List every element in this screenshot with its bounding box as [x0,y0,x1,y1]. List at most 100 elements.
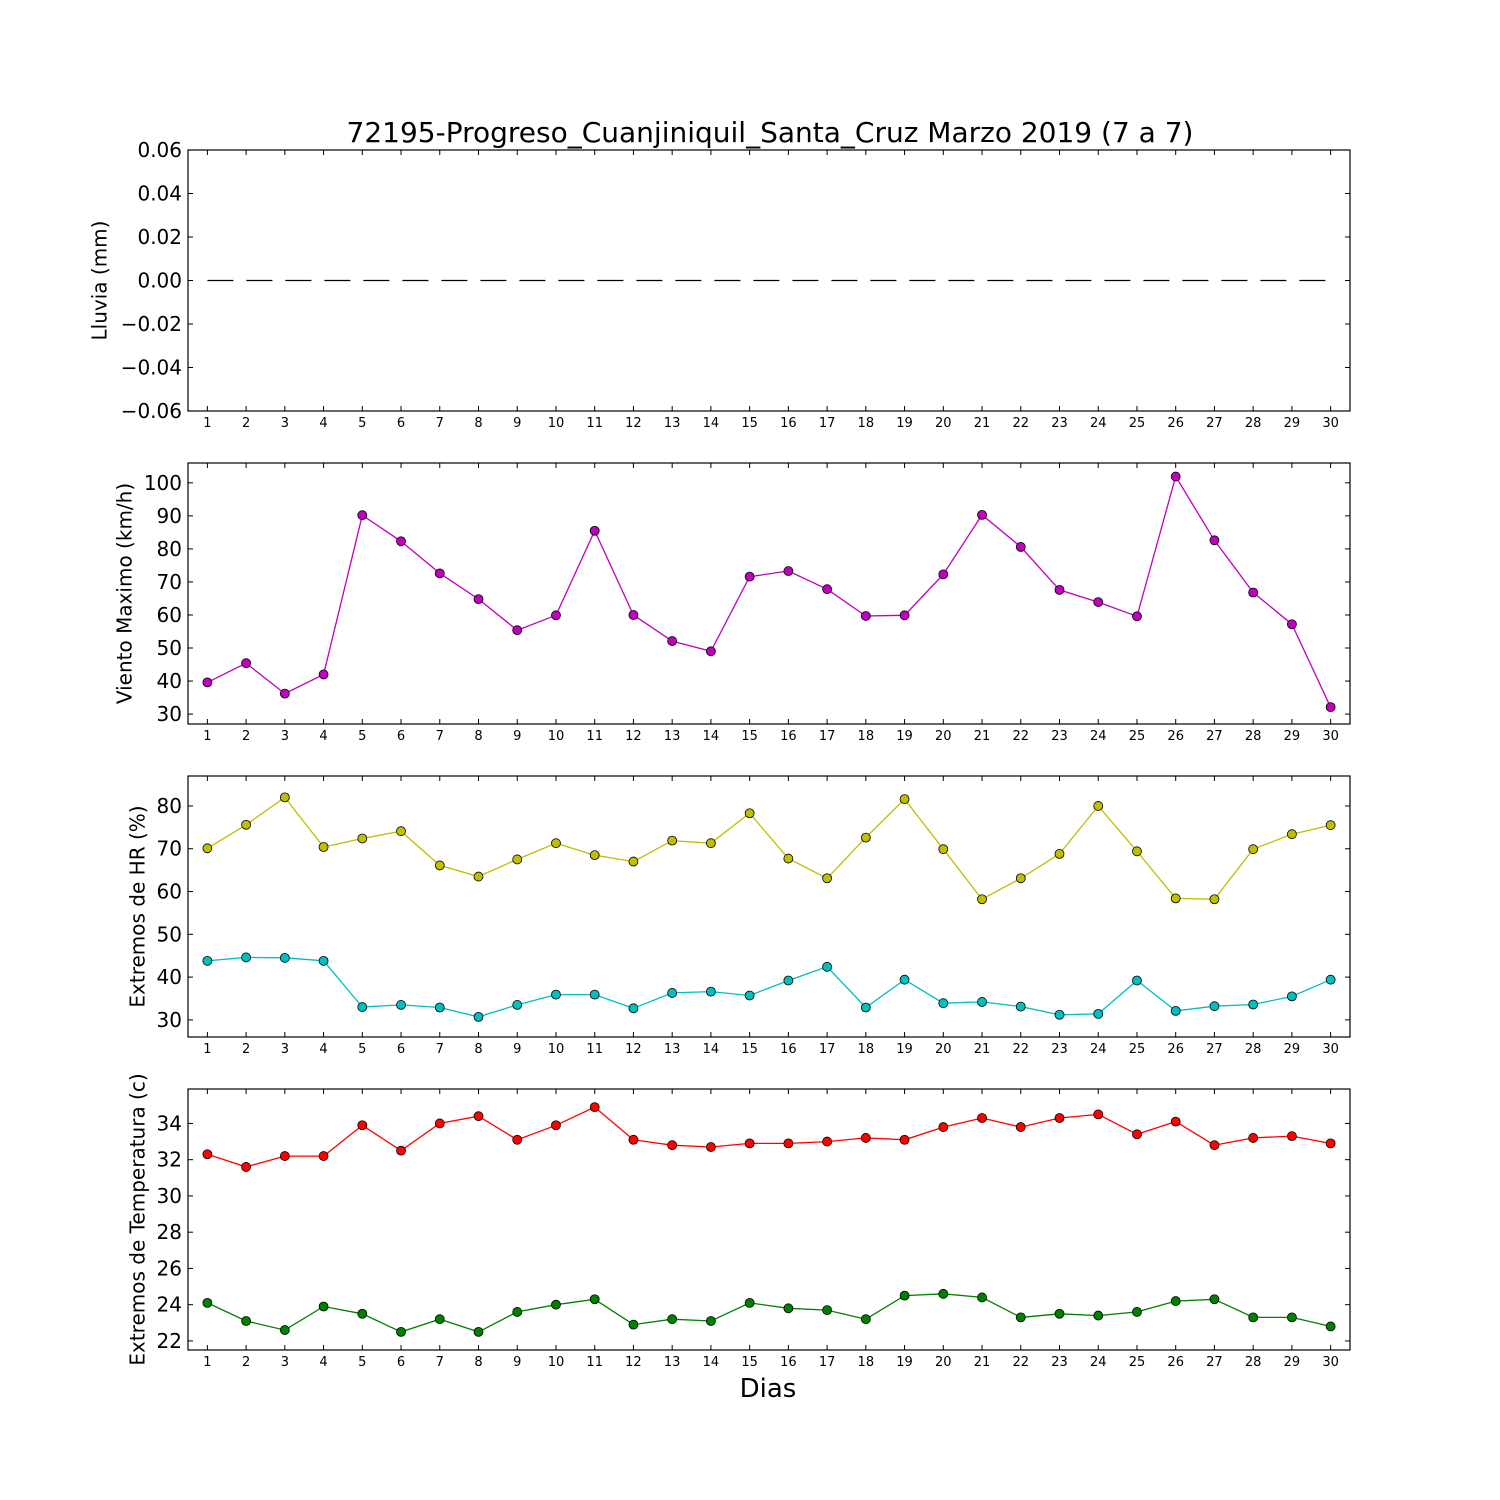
data-point [1054,584,1065,595]
x-tick-label: 10 [548,729,565,744]
data-point [938,1122,949,1132]
data-point [628,610,639,620]
data-point [241,1162,252,1172]
x-tick-label: 25 [1129,1042,1146,1057]
data-point [202,843,213,854]
x-tick-label: 17 [819,1042,836,1057]
x-tick-label: 6 [397,1355,405,1370]
data-point [899,1290,910,1301]
data-point [318,1301,329,1312]
x-tick-label: 1 [203,416,211,431]
x-tick-label: 3 [281,416,289,431]
x-tick-label: 10 [548,1355,565,1370]
data-point [977,1292,987,1303]
y-tick-label: 60 [157,603,182,627]
data-point [628,1003,639,1014]
data-point [706,838,716,849]
x-tick-label: 29 [1284,1042,1301,1057]
x-tick-label: 21 [974,1042,991,1057]
data-point [512,1134,523,1145]
x-tick-label: 23 [1051,416,1068,431]
data-point [1209,1001,1220,1012]
data-point [241,658,252,669]
x-tick-label: 13 [664,1042,681,1057]
x-tick-label: 22 [1012,416,1029,431]
x-tick-label: 3 [281,729,289,744]
x-tick-label: 19 [896,416,913,431]
data-point [279,688,290,699]
y-tick-label: 26 [157,1256,182,1280]
data-point [434,1002,445,1013]
data-point [744,808,755,819]
y-tick-label: −0.06 [121,399,182,423]
x-tick-label: 8 [474,1042,482,1057]
data-point [551,610,561,621]
data-point [357,1308,368,1319]
x-tick-label: 9 [513,1355,521,1370]
data-point [318,842,329,852]
data-point [628,1134,639,1145]
x-tick-label: 29 [1284,729,1301,744]
x-tick-label: 11 [586,1042,603,1057]
x-tick-label: 17 [819,1355,836,1370]
data-point [589,525,600,536]
y-tick-label: 0.02 [137,225,182,249]
data-point [1132,611,1142,622]
y-tick-label: 70 [157,837,182,861]
x-tick-label: 5 [358,1042,366,1057]
x-tick-label: 22 [1012,1355,1029,1370]
data-point [860,832,871,843]
y-tick-label: 0.04 [137,182,182,206]
y-tick-label: 32 [157,1148,182,1172]
data-point [667,835,678,846]
x-tick-label: 12 [625,416,642,431]
data-point [783,1303,794,1314]
data-point [822,1136,832,1147]
data-point [202,1297,213,1308]
y-tick-label: 50 [157,922,182,946]
data-point [1170,471,1181,482]
data-point [1209,1294,1220,1305]
x-tick-label: 18 [858,416,875,431]
y-axis-label: Viento Maximo (km/h) [113,483,137,704]
x-tick-label: 13 [664,416,681,431]
x-tick-label: 3 [281,1042,289,1057]
plot-frame [187,1088,1351,1351]
x-tick-label: 12 [625,1355,642,1370]
data-point [1132,1307,1142,1317]
data-point [822,873,832,884]
y-tick-label: 34 [157,1111,182,1135]
data-point [396,826,406,837]
data-point [434,568,445,579]
x-tick-label: 23 [1051,1355,1068,1370]
data-point [473,1111,484,1122]
x-tick-label: 9 [513,1042,521,1057]
data-point [473,871,484,882]
y-tick-label: 30 [157,1184,182,1208]
data-point [1132,1129,1142,1140]
data-point [744,1138,755,1149]
data-point [1054,1113,1065,1123]
x-tick-label: 24 [1090,416,1107,431]
x-tick-label: 29 [1284,1355,1301,1370]
data-point [396,1326,406,1337]
x-tick-label: 7 [436,1355,444,1370]
x-tick-label: 22 [1012,729,1029,744]
x-tick-label: 16 [780,1355,797,1370]
data-point [783,1138,794,1149]
data-point [1015,1312,1026,1323]
data-point [706,1142,716,1152]
y-tick-label: 70 [157,570,182,594]
data-point [822,1305,832,1316]
figure-title: 72195-Progreso_Cuanjiniquil_Santa_Cruz M… [347,116,1194,149]
data-point [938,1288,949,1299]
x-tick-label: 15 [741,1355,758,1370]
x-tick-label: 28 [1245,1042,1262,1057]
x-tick-label: 7 [436,729,444,744]
y-tick-label: 90 [157,504,182,528]
y-tick-label: 80 [157,794,182,818]
data-point [202,677,213,688]
data-point [434,860,445,871]
data-point [1287,1131,1297,1142]
